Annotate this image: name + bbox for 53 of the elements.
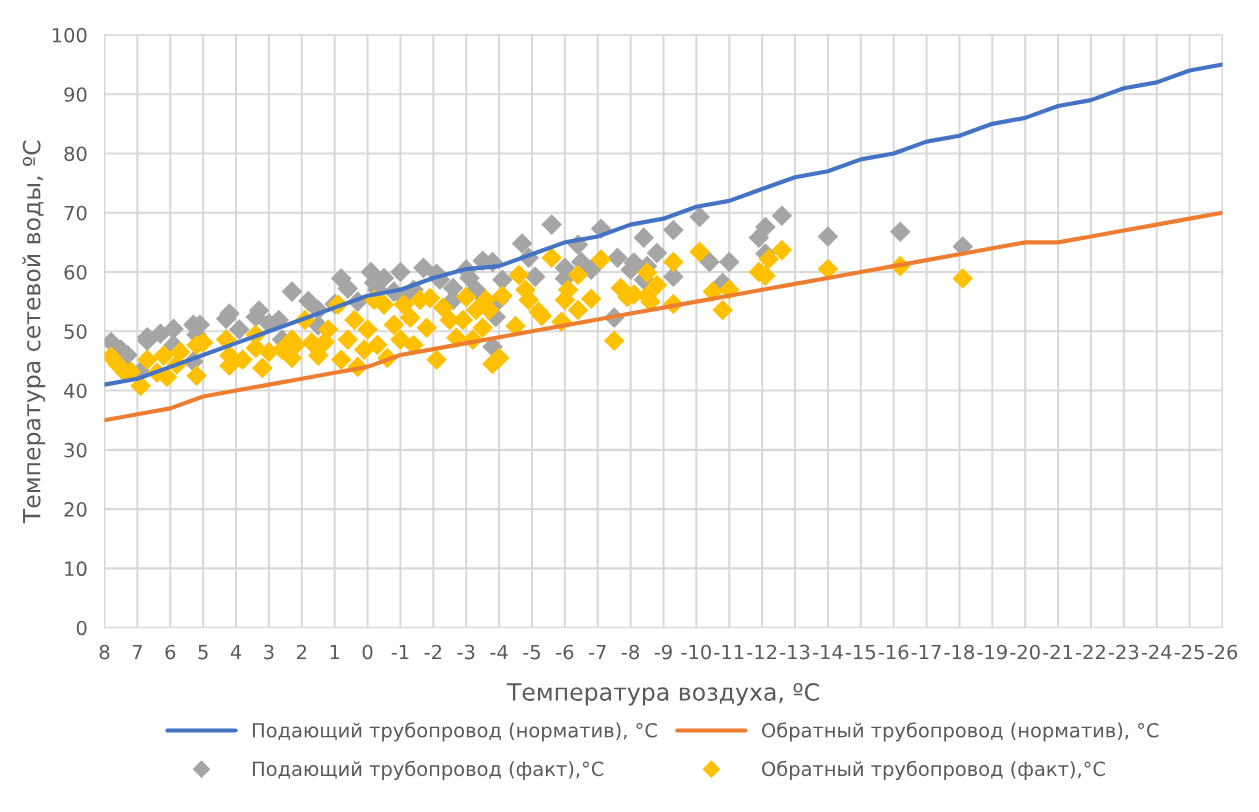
legend-label: Подающий трубопровод (норматив), °C	[252, 722, 657, 742]
x-tick-label: -25	[1174, 644, 1204, 660]
x-tick-label: 8	[99, 644, 110, 660]
x-tick-label: 4	[230, 644, 242, 660]
x-tick-label: -12	[747, 644, 777, 660]
x-tick-label: -19	[977, 644, 1007, 660]
x-tick-label: -21	[1043, 644, 1073, 660]
x-tick-label: -9	[654, 644, 672, 660]
x-tick-label: -18	[944, 644, 974, 660]
x-tick-label: -24	[1141, 644, 1172, 660]
line-series	[104, 210, 1223, 423]
y-tick-label: 40	[64, 383, 87, 399]
y-tick-label: 0	[76, 620, 87, 636]
x-tick-label: 0	[362, 644, 373, 660]
legend-label: Обратный трубопровод (факт),°C	[762, 760, 1105, 780]
y-tick-label: 10	[65, 561, 87, 577]
x-tick-label: -17	[911, 644, 941, 660]
x-tick-label: -1	[391, 644, 409, 660]
x-axis-title: Температура воздуха, ºC	[506, 683, 819, 706]
y-axis-title: Температура сетевой воды, ºC	[22, 140, 46, 524]
legend-label: Подающий трубопровод (факт),°C	[252, 760, 604, 780]
x-tick-label: 5	[198, 644, 208, 660]
x-tick-label: 7	[132, 644, 142, 660]
y-tick-label: 30	[64, 442, 87, 458]
x-tick-label: -10	[681, 644, 711, 660]
x-tick-label: -4	[490, 644, 508, 660]
x-tick-label: -20	[1010, 644, 1040, 660]
x-tick-label: 1	[330, 644, 340, 660]
x-tick-label: -6	[556, 644, 574, 660]
x-tick-label: 2	[297, 644, 307, 660]
y-tick-label: 80	[64, 146, 87, 162]
x-tick-label: -3	[457, 644, 475, 660]
x-tick-label: -2	[424, 644, 442, 660]
x-tick-label: -26	[1207, 644, 1238, 660]
x-tick-label: -8	[621, 644, 639, 660]
legend-label: Обратный трубопровод (норматив), °C	[762, 722, 1159, 742]
x-tick-label: -5	[523, 644, 540, 660]
x-tick-label: -14	[812, 644, 843, 660]
y-tick-label: 50	[64, 324, 87, 339]
x-tick-label: 3	[264, 644, 274, 660]
y-tick-label: 20	[64, 502, 87, 517]
x-tick-label: -13	[780, 644, 810, 660]
x-tick-label: 6	[165, 644, 176, 660]
y-tick-label: 100	[52, 27, 87, 43]
x-tick-label: -11	[714, 644, 744, 660]
x-tick-label: -22	[1076, 644, 1105, 660]
y-tick-label: 70	[64, 205, 87, 221]
y-tick-label: 90	[64, 87, 87, 102]
x-tick-label: -23	[1108, 644, 1139, 660]
x-tick-label: -7	[588, 644, 606, 660]
x-tick-label: -16	[878, 644, 909, 660]
x-tick-label: -15	[845, 644, 875, 660]
y-tick-label: 60	[64, 264, 87, 280]
